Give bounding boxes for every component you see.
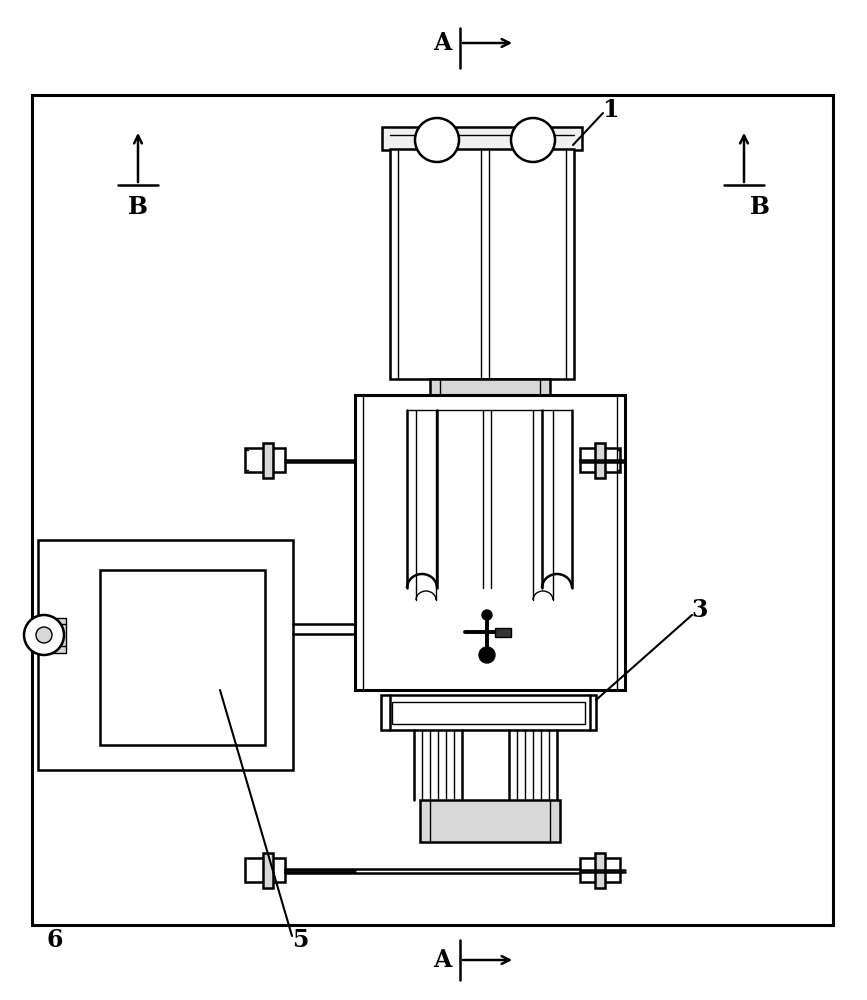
Text: 3: 3 bbox=[692, 598, 708, 622]
Bar bbox=[245, 858, 285, 882]
Bar bbox=[263, 853, 273, 888]
Bar bbox=[382, 127, 582, 150]
Circle shape bbox=[482, 610, 492, 620]
Bar bbox=[381, 695, 596, 730]
Circle shape bbox=[24, 615, 64, 655]
Bar bbox=[595, 853, 605, 888]
Bar bbox=[245, 448, 285, 472]
Bar bbox=[580, 858, 620, 882]
Text: 1: 1 bbox=[602, 98, 618, 122]
Text: B: B bbox=[750, 195, 770, 219]
Bar bbox=[38, 618, 66, 653]
Bar bbox=[32, 95, 833, 925]
Bar bbox=[355, 395, 625, 690]
Circle shape bbox=[415, 118, 459, 162]
Bar bbox=[392, 702, 585, 724]
Bar bbox=[430, 379, 550, 407]
Bar bbox=[580, 448, 620, 472]
Text: 6: 6 bbox=[47, 928, 63, 952]
Text: A: A bbox=[433, 31, 451, 55]
Bar bbox=[100, 570, 265, 745]
Bar bbox=[38, 540, 293, 770]
Bar bbox=[263, 443, 273, 478]
Bar bbox=[390, 149, 574, 379]
Bar bbox=[495, 628, 511, 637]
Circle shape bbox=[36, 627, 52, 643]
Circle shape bbox=[479, 647, 495, 663]
Text: B: B bbox=[128, 195, 148, 219]
Circle shape bbox=[511, 118, 555, 162]
Bar bbox=[595, 443, 605, 478]
Bar bbox=[420, 800, 560, 842]
Text: 5: 5 bbox=[292, 928, 308, 952]
Text: A: A bbox=[433, 948, 451, 972]
